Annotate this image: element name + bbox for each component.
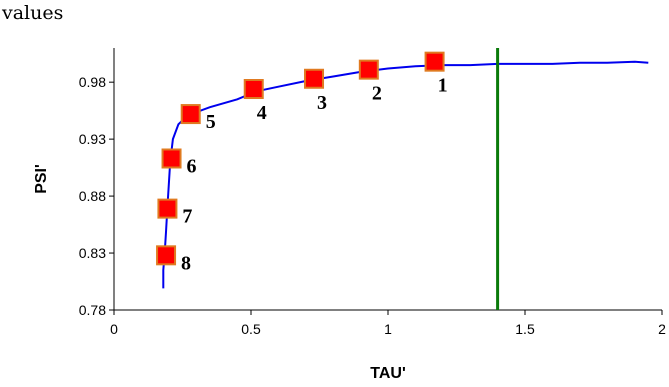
marker-label-8: 8 bbox=[181, 252, 191, 274]
marker-1 bbox=[424, 51, 445, 72]
y-tick-label: 0.88 bbox=[79, 188, 106, 204]
marker-label-7: 7 bbox=[182, 206, 192, 228]
x-tick-label: 0.5 bbox=[241, 321, 261, 337]
y-tick-label: 0.98 bbox=[79, 74, 106, 90]
marker-3 bbox=[304, 68, 325, 89]
y-axis-label: PSI' bbox=[33, 164, 50, 194]
x-tick-label: 1 bbox=[384, 321, 392, 337]
curve-layer bbox=[162, 60, 649, 289]
caption: values bbox=[2, 2, 64, 24]
x-axis-label: TAU' bbox=[370, 365, 406, 382]
marker-6 bbox=[161, 148, 182, 169]
marker-label-5: 5 bbox=[206, 111, 216, 133]
marker-label-3: 3 bbox=[317, 92, 327, 114]
marker-5 bbox=[180, 104, 201, 125]
marker-4 bbox=[243, 79, 264, 100]
y-tick-label: 0.83 bbox=[79, 245, 106, 261]
marker-2 bbox=[358, 59, 379, 80]
x-tick-label: 2 bbox=[658, 321, 666, 337]
marker-label-2: 2 bbox=[372, 83, 382, 105]
x-tick-label: 1.5 bbox=[515, 321, 535, 337]
marker-label-1: 1 bbox=[438, 75, 448, 97]
marker-7 bbox=[157, 198, 178, 219]
x-tick-label: 0 bbox=[110, 321, 118, 337]
marker-layer: 1 2 3 4 56 7 8 bbox=[156, 51, 448, 274]
y-tick-label: 0.93 bbox=[79, 131, 106, 147]
y-tick-label: 0.78 bbox=[79, 302, 106, 318]
marker-8 bbox=[156, 245, 177, 266]
marker-label-6: 6 bbox=[187, 155, 197, 177]
data-curve bbox=[162, 60, 649, 289]
axes: 0 0.5 1 1.5 2 0.78 0.83 0.88 0.93 0.98 bbox=[79, 48, 666, 337]
marker-label-4: 4 bbox=[257, 102, 267, 124]
